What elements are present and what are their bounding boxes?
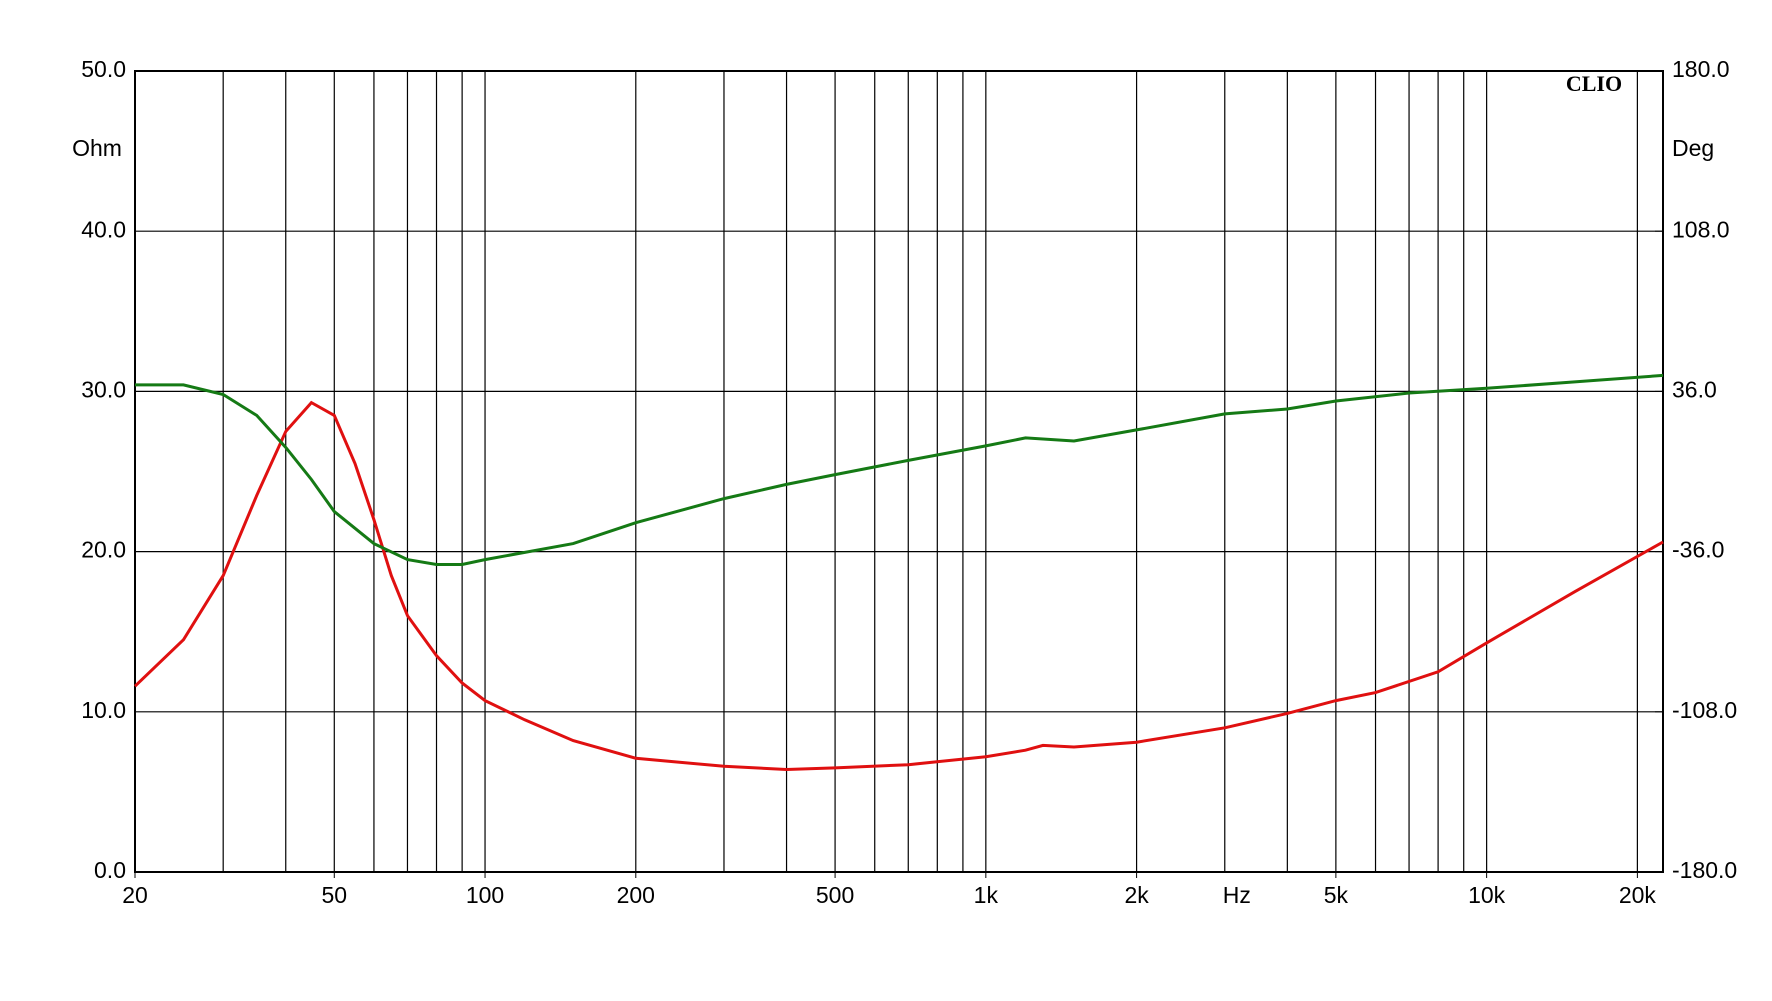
x-tick-label: 2k [1124, 882, 1149, 908]
y2-tick-label: 108.0 [1672, 216, 1730, 242]
y-tick-label: 0.0 [94, 857, 126, 883]
y-tick-label: 50.0 [81, 56, 126, 82]
y2-tick-label: -36.0 [1672, 537, 1724, 563]
x-tick-label: 50 [321, 882, 347, 908]
x-tick-label: 200 [617, 882, 655, 908]
y-tick-label: 10.0 [81, 697, 126, 723]
y2-tick-label: 180.0 [1672, 56, 1730, 82]
x-tick-label: 1k [974, 882, 999, 908]
series-line [133, 400, 1664, 772]
x-tick-label: 100 [466, 882, 504, 908]
watermark: CLIO [1566, 71, 1622, 96]
y2-tick-label: 36.0 [1672, 376, 1717, 402]
x-tick-label: 20k [1619, 882, 1657, 908]
y-tick-label: 40.0 [81, 216, 126, 242]
y-axis-label: Ohm [72, 135, 122, 161]
plot-frame [134, 70, 1664, 873]
y2-tick-label: -180.0 [1672, 857, 1737, 883]
x-tick-label: 10k [1468, 882, 1506, 908]
x-tick-label: 20 [122, 882, 148, 908]
y-tick-label: 30.0 [81, 376, 126, 402]
x-tick-label: 500 [816, 882, 854, 908]
x-tick-label: 5k [1324, 882, 1349, 908]
y-tick-label: 20.0 [81, 537, 126, 563]
x-unit: Hz [1223, 882, 1251, 908]
y2-tick-label: -108.0 [1672, 697, 1737, 723]
y2-axis-label: Deg [1672, 135, 1714, 161]
series-line [135, 373, 1664, 566]
